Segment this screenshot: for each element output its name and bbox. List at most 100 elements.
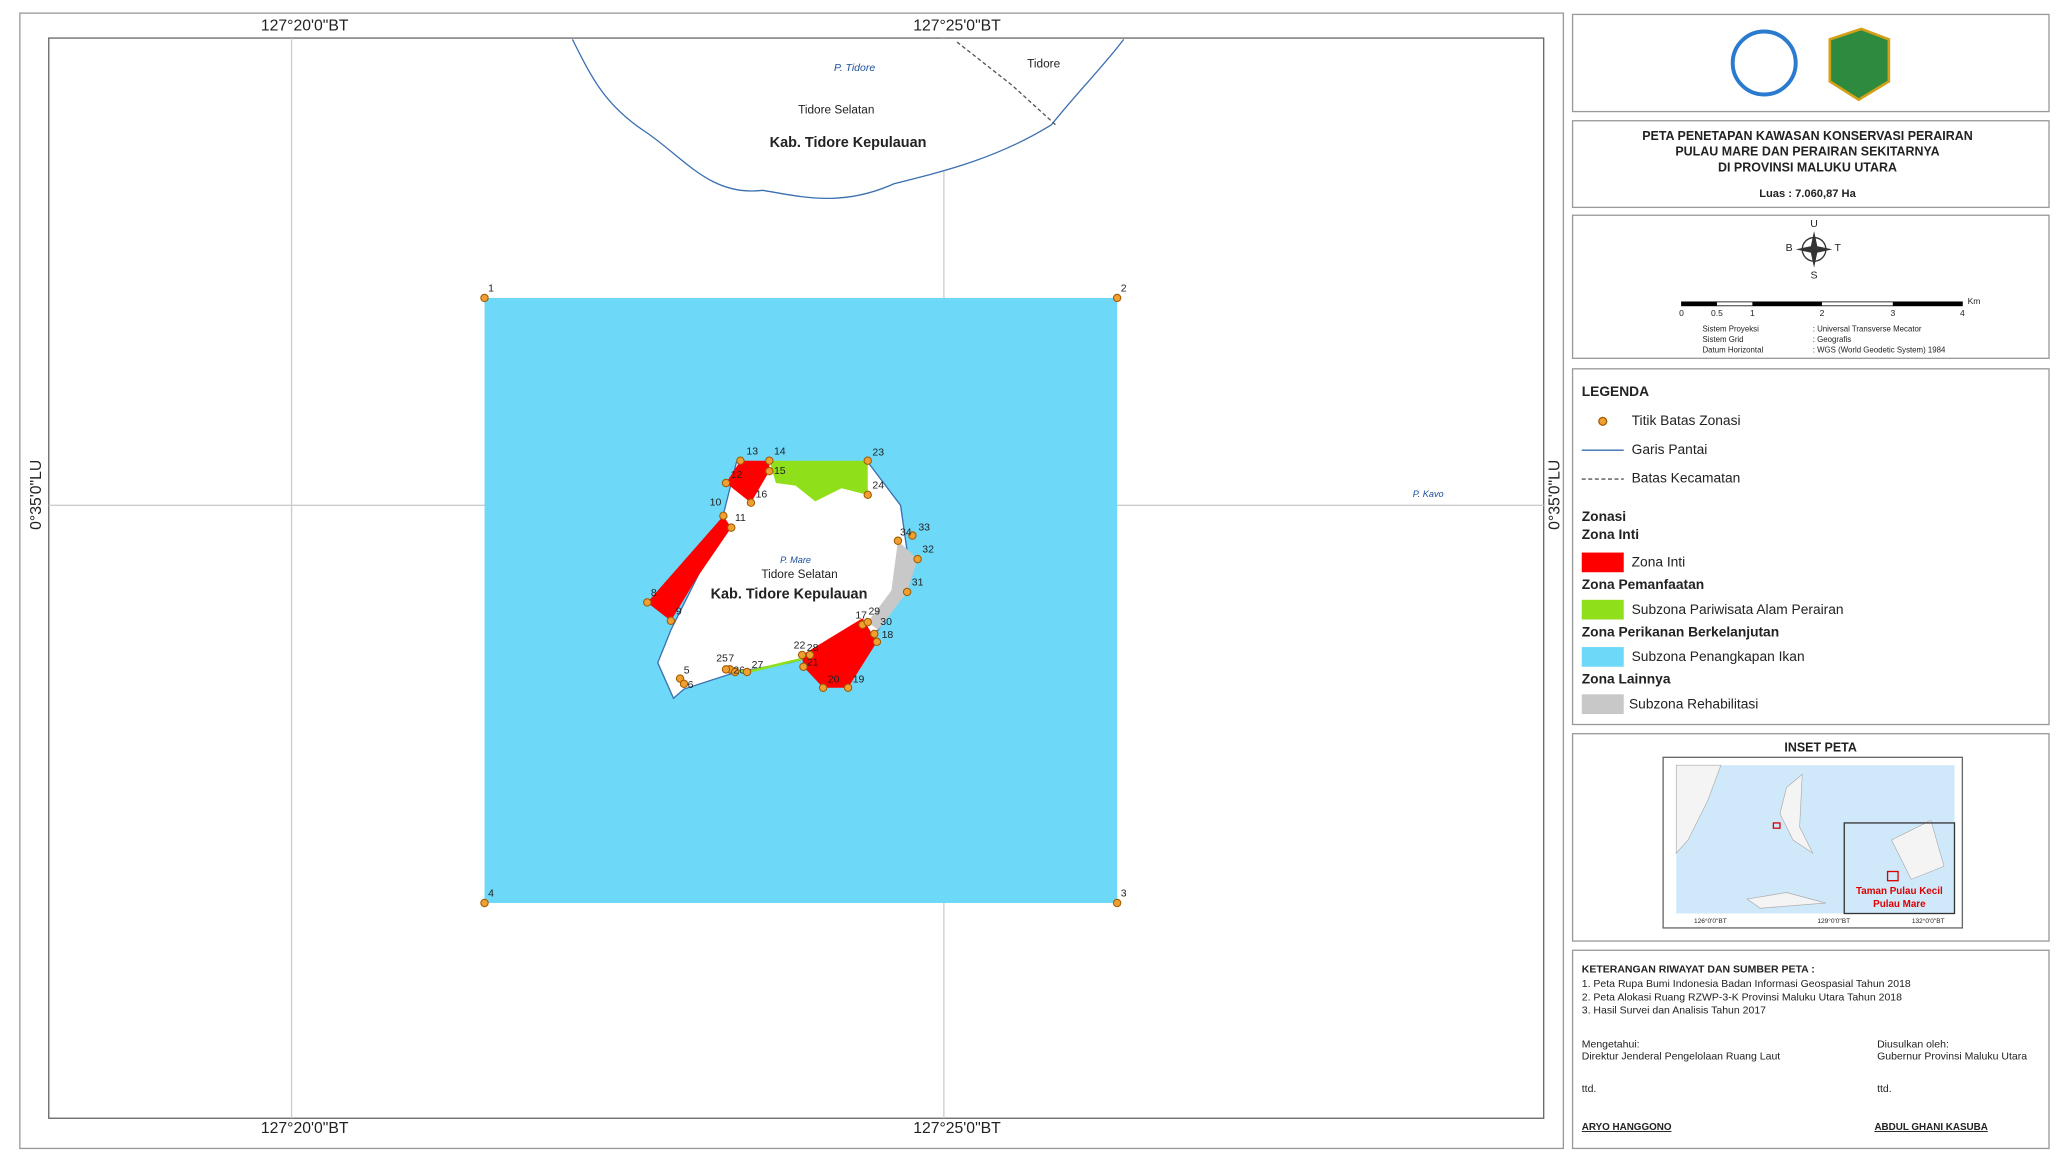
point-label: 12 <box>731 469 743 481</box>
legend-label: Titik Batas Zonasi <box>1632 413 1741 428</box>
point-label: 16 <box>756 489 768 501</box>
source-box <box>1571 949 2050 1150</box>
point-label: 24 <box>872 479 884 491</box>
lon-label: 127°25'0"BT <box>913 17 1001 34</box>
title: PETA PENETAPAN KAWASAN KONSERVASI PERAIR… <box>1642 129 1973 143</box>
legend-label: Batas Kecamatan <box>1632 471 1741 486</box>
legend-symbol <box>1581 694 1624 714</box>
legend-heading: Zona Lainnya <box>1582 672 1671 687</box>
legend-label: Subzona Rehabilitasi <box>1629 696 1758 711</box>
point-label: 2 <box>1121 283 1127 295</box>
scale-tick-label: 1 <box>1750 308 1755 318</box>
inset-detail <box>1843 822 1956 915</box>
title-box <box>1571 120 2050 209</box>
legend-label: Garis Pantai <box>1632 442 1708 457</box>
point-label: 19 <box>853 674 865 686</box>
point-label: 31 <box>912 577 924 589</box>
point-label: 22 <box>794 640 806 652</box>
place-label: Tidore Selatan <box>798 102 874 116</box>
zone-inti <box>647 515 732 621</box>
lat-label: 0°35'0"LU <box>28 460 45 530</box>
inset-title: INSET PETA <box>1784 740 1856 754</box>
compass-label: T <box>1834 242 1841 254</box>
point-label: 20 <box>828 674 840 686</box>
zone-inti <box>802 618 877 688</box>
point-label: 15 <box>774 465 786 477</box>
scale-tick-label: 3 <box>1890 308 1895 318</box>
legend-title: LEGENDA <box>1582 384 1649 399</box>
scale-box <box>1571 214 2050 359</box>
point-label: 13 <box>746 445 758 457</box>
title: PULAU MARE DAN PERAIRAN SEKITARNYA <box>1675 145 1939 159</box>
inset-label: Pulau Mare <box>1873 899 1926 910</box>
compass-label: U <box>1810 218 1818 230</box>
place-label: Kab. Tidore Kepulauan <box>770 135 927 151</box>
boundary-point <box>843 683 853 692</box>
sign-text: Diusulkan oleh: <box>1877 1039 1949 1051</box>
projection-text: : Geografis <box>1813 335 1852 344</box>
boundary-point <box>1112 293 1122 303</box>
boundary-point <box>736 456 745 465</box>
point-label: 4 <box>488 888 494 900</box>
zone-pariwisata <box>769 460 868 502</box>
legend-box <box>1571 368 2050 726</box>
point-label: 27 <box>752 659 764 671</box>
district-boundary <box>956 41 1056 126</box>
inset-axis-label: 126°0'0"BT <box>1694 917 1727 925</box>
source-item: 1. Peta Rupa Bumi Indonesia Badan Inform… <box>1582 978 1911 990</box>
point-label: 21 <box>807 657 819 669</box>
boundary-point <box>863 490 872 500</box>
boundary-point <box>863 617 872 627</box>
inset-marker <box>1886 870 1899 882</box>
place-label: Kab. Tidore Kepulauan <box>711 586 868 602</box>
legend-heading: Zona Inti <box>1582 527 1639 542</box>
zone-rehabilitasi <box>867 540 918 630</box>
boundary-point <box>480 293 489 303</box>
legend-heading: Zona Perikanan Berkelanjutan <box>1582 624 1779 639</box>
legend-symbol <box>1581 552 1624 573</box>
boundary-point <box>721 665 731 674</box>
point-label: 33 <box>918 521 930 533</box>
inset-marker <box>1772 822 1781 829</box>
boundary-point <box>666 616 676 626</box>
inset-label: Taman Pulau Kecil <box>1856 886 1943 897</box>
map-area <box>48 37 1545 1119</box>
scale-tick-label: 2 <box>1820 308 1825 318</box>
point-label: 26 <box>733 664 745 676</box>
point-label: 14 <box>774 445 786 457</box>
point-label: 5 <box>684 664 690 676</box>
boundary-point <box>913 554 922 564</box>
point-label: 1 <box>488 283 494 295</box>
coastline <box>571 38 1125 200</box>
projection-text: Sistem Proyeksi <box>1703 325 1760 334</box>
boundary-point <box>872 637 882 647</box>
source-item: 3. Hasil Survei dan Analisis Tahun 2017 <box>1582 1004 1766 1016</box>
projection-text: : WGS (World Geodetic System) 1984 <box>1813 346 1946 355</box>
boundary-point <box>746 498 756 507</box>
projection-text: Sistem Grid <box>1703 335 1744 344</box>
sign-text: ttd. <box>1877 1083 1892 1095</box>
compass-label: S <box>1811 269 1818 281</box>
scale-ticks: 0 0.5 1 2 3 4 <box>1679 308 1965 318</box>
point-label: 9 <box>676 605 682 617</box>
projection-text: : Universal Transverse Mecator <box>1813 325 1922 334</box>
title: DI PROVINSI MALUKU UTARA <box>1718 160 1897 174</box>
boundary-point <box>805 650 815 660</box>
point-label: 6 <box>688 679 694 691</box>
boundary-point <box>643 598 652 607</box>
lon-label: 127°25'0"BT <box>913 1120 1001 1137</box>
legend-symbol <box>1598 416 1608 426</box>
lon-label: 127°20'0"BT <box>261 17 349 34</box>
point-label: 30 <box>880 616 892 628</box>
legend-label: Subzona Pariwisata Alam Perairan <box>1632 602 1844 617</box>
projection-text: Datum Horizontal <box>1703 346 1764 355</box>
boundary-point <box>1112 898 1122 908</box>
place-label: P. Tidore <box>834 62 875 74</box>
legend-heading: Zona Pemanfaatan <box>1582 577 1704 592</box>
boundary-point <box>727 523 736 532</box>
legend-heading: Zonasi <box>1582 509 1626 524</box>
point-label: 8 <box>651 587 657 599</box>
